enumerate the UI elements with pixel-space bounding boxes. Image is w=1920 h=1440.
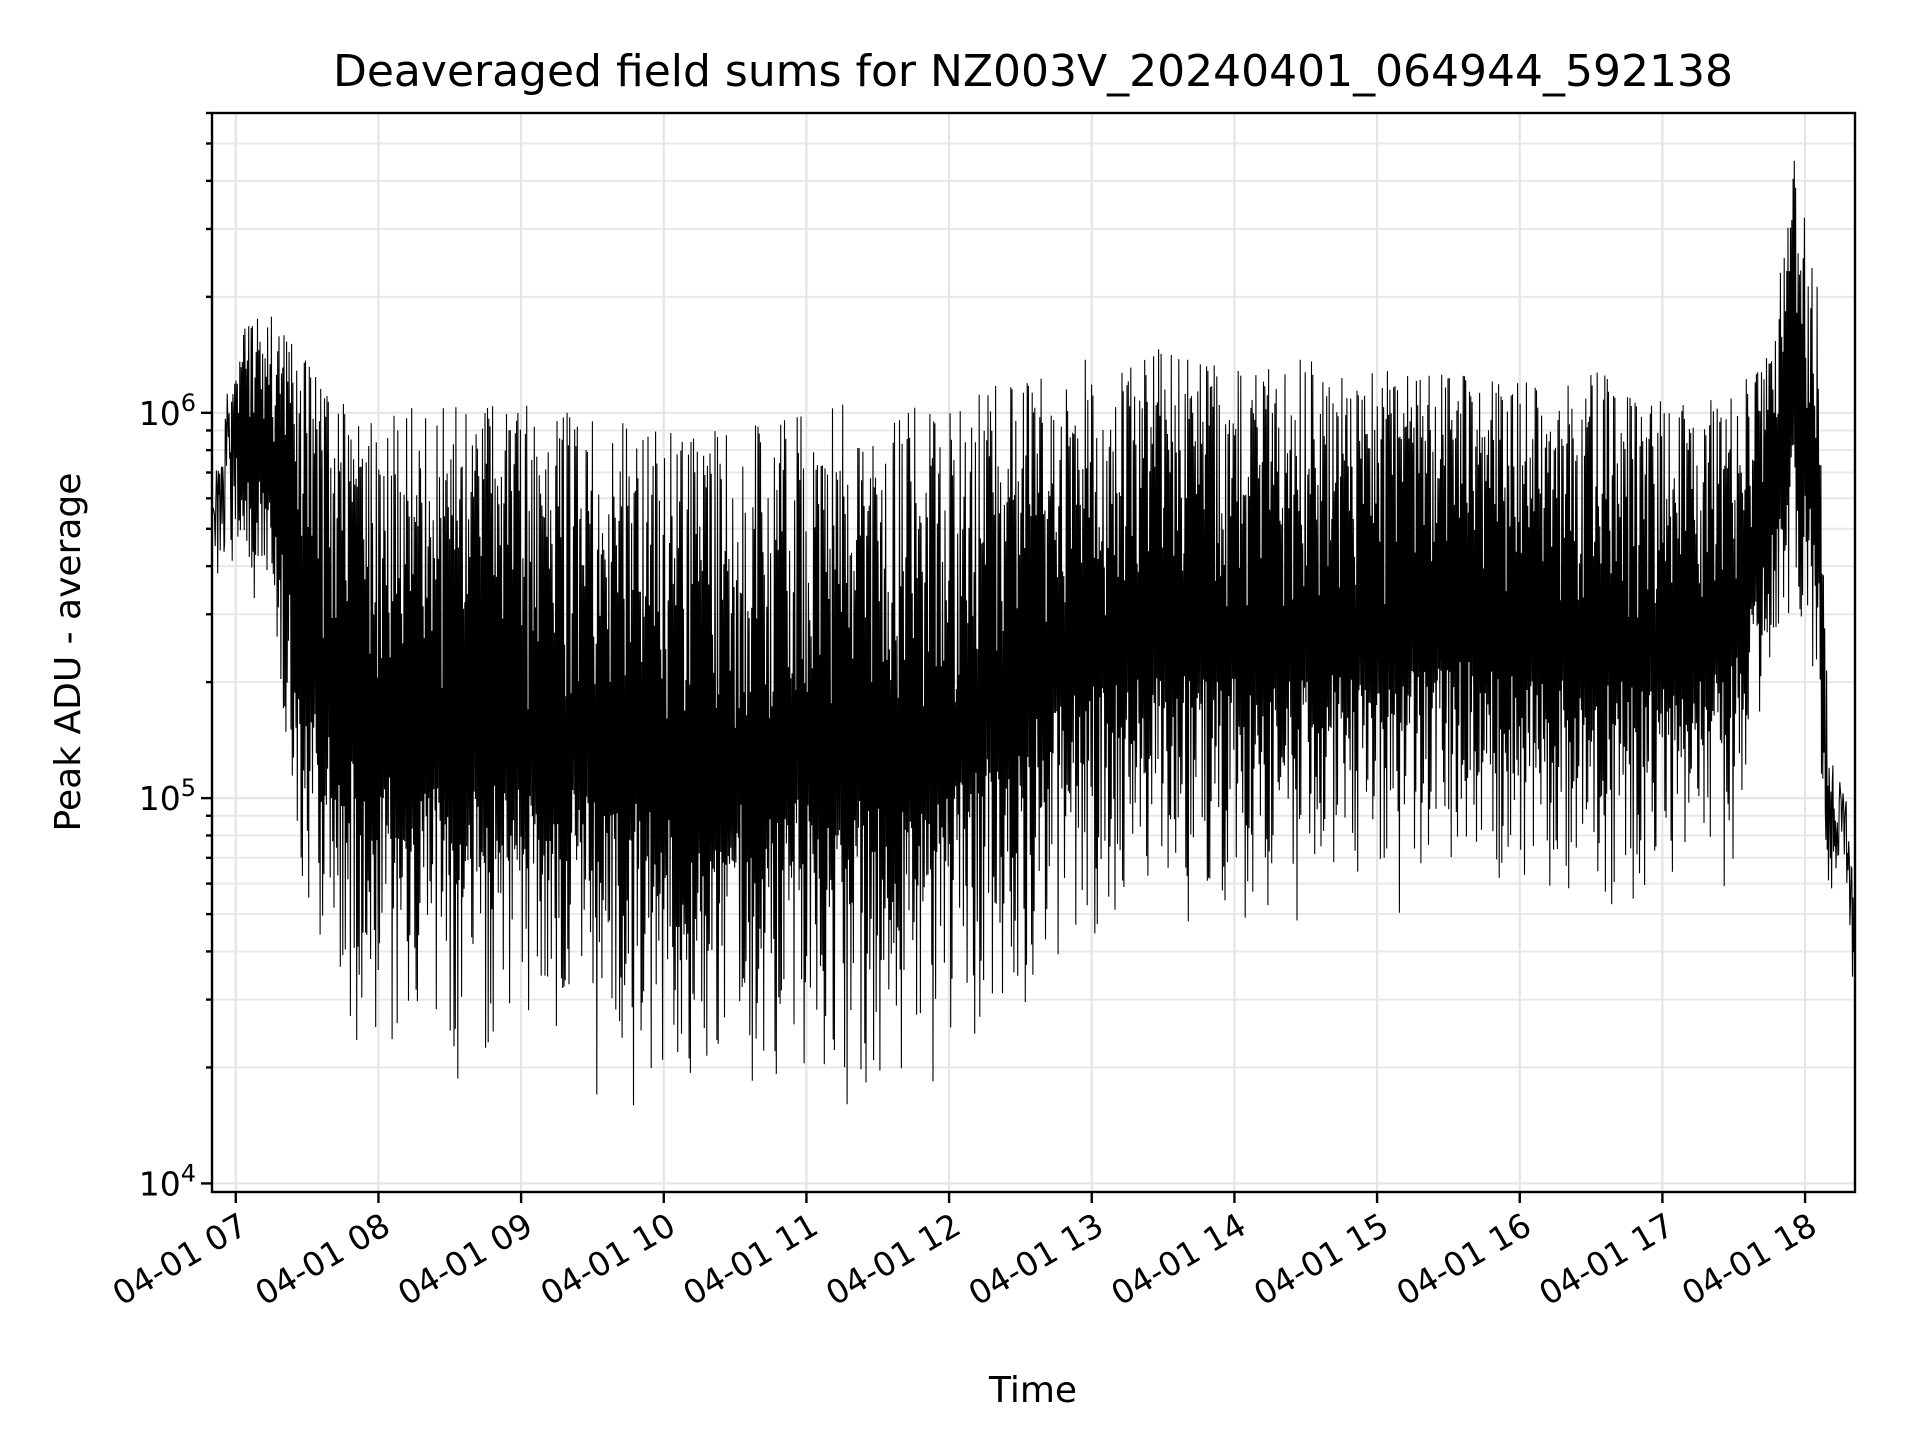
y-axis: 104 105 106 (139, 111, 212, 1203)
x-tick-label: 04-01 13 (962, 1205, 1110, 1313)
x-tick-label: 04-01 11 (676, 1205, 824, 1313)
x-tick-label: 04-01 15 (1247, 1205, 1395, 1313)
y-axis-label: Peak ADU - average (48, 473, 89, 832)
series-trace (212, 160, 1855, 1106)
x-axis-label: Time (988, 1370, 1077, 1411)
series-line (212, 160, 1855, 1106)
x-tick-label: 04-01 10 (534, 1205, 682, 1313)
x-tick-label: 04-01 14 (1104, 1205, 1252, 1313)
plot-frame (210, 111, 1857, 1194)
x-tick-label: 04-01 18 (1675, 1205, 1823, 1313)
chart-title: Deaveraged field sums for NZ003V_2024040… (333, 46, 1733, 97)
x-tick-label: 04-01 08 (248, 1205, 396, 1313)
y-tick-label: 105 (139, 774, 196, 818)
y-tick-label: 104 (139, 1159, 196, 1203)
x-tick-label: 04-01 07 (106, 1205, 254, 1313)
x-tick-label: 04-01 09 (391, 1205, 539, 1313)
x-tick-label: 04-01 12 (819, 1205, 967, 1313)
x-tick-label: 04-01 16 (1390, 1205, 1538, 1313)
x-tick-label: 04-01 17 (1532, 1205, 1680, 1313)
y-tick-label: 106 (139, 389, 196, 433)
